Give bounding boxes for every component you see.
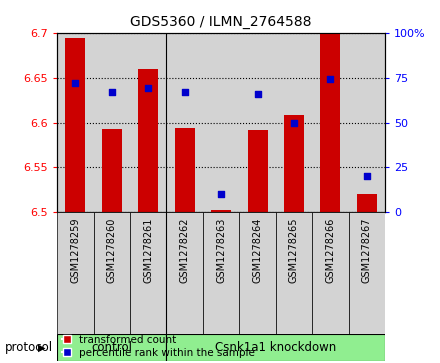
Bar (130, 212, 166, 334)
Point (181, 89, 188, 95)
Bar (57, 334, 166, 361)
Text: GSM1278261: GSM1278261 (143, 217, 153, 282)
Bar (66, 38, 85, 212)
Bar (239, 212, 276, 334)
Bar (276, 212, 312, 334)
Bar (102, 129, 122, 212)
Bar (94, 212, 130, 334)
Text: control: control (92, 341, 132, 354)
Text: ▶: ▶ (38, 343, 46, 352)
Bar (166, 33, 203, 212)
Text: Csnk1a1 knockdown: Csnk1a1 knockdown (215, 341, 336, 354)
Bar (248, 130, 268, 212)
Text: GSM1278265: GSM1278265 (289, 217, 299, 283)
Text: GSM1278264: GSM1278264 (253, 217, 263, 282)
Point (327, 77, 334, 82)
Bar (203, 33, 239, 212)
Point (145, 85, 152, 91)
Text: GSM1278259: GSM1278259 (70, 217, 81, 283)
Text: GSM1278267: GSM1278267 (362, 217, 372, 283)
Bar (276, 33, 312, 212)
Point (218, 192, 225, 197)
Text: GSM1278260: GSM1278260 (107, 217, 117, 282)
Bar (348, 212, 385, 334)
Point (363, 174, 370, 179)
Text: protocol: protocol (4, 341, 52, 354)
Bar (203, 212, 239, 334)
Bar (239, 33, 276, 212)
Bar (357, 195, 377, 212)
Bar (138, 69, 158, 212)
Bar (94, 33, 130, 212)
Bar (130, 33, 166, 212)
Bar (57, 33, 94, 212)
Bar (284, 115, 304, 212)
Point (290, 120, 297, 126)
Text: GSM1278263: GSM1278263 (216, 217, 226, 282)
Text: GSM1278266: GSM1278266 (325, 217, 335, 282)
Title: GDS5360 / ILMN_2764588: GDS5360 / ILMN_2764588 (130, 15, 312, 29)
Point (72, 80, 79, 86)
Bar (312, 212, 348, 334)
Bar (211, 210, 231, 212)
Bar (175, 128, 194, 212)
Legend: transformed count, percentile rank within the sample: transformed count, percentile rank withi… (62, 335, 255, 358)
Point (254, 91, 261, 97)
Point (108, 89, 115, 95)
Bar (348, 33, 385, 212)
Bar (312, 33, 348, 212)
Text: GSM1278262: GSM1278262 (180, 217, 190, 283)
Bar (57, 212, 94, 334)
Bar (166, 212, 203, 334)
Bar (166, 334, 385, 361)
Bar (320, 33, 341, 212)
